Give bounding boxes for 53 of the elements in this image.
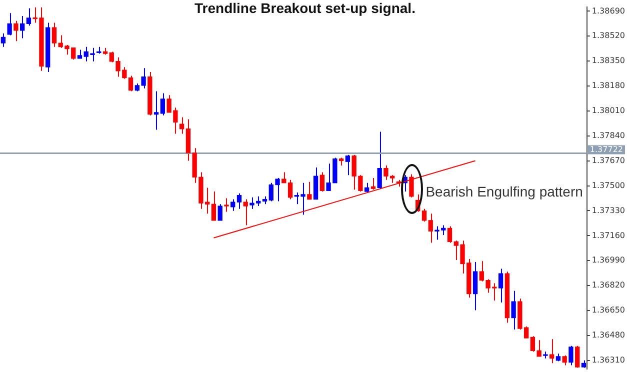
candlestick: [472, 261, 478, 311]
y-tick-label: 1.38180: [592, 81, 626, 90]
candlestick: [20, 16, 25, 39]
y-tick-label: 1.36990: [592, 256, 626, 265]
candlestick: [282, 172, 286, 184]
candlestick: [230, 198, 236, 212]
candlestick: [575, 345, 580, 368]
candlestick: [307, 181, 312, 200]
candlestick: [160, 92, 166, 116]
candlestick: [7, 12, 12, 36]
candlestick: [128, 75, 134, 92]
candlestick: [179, 116, 184, 134]
candlestick: [211, 191, 216, 221]
y-tick-label: 1.37500: [592, 180, 626, 190]
candlestick: [0, 32, 6, 48]
candlestick: [377, 131, 382, 190]
candlestick: [218, 204, 222, 221]
candlestick: [14, 20, 18, 42]
y-tick-label: 1.37160: [592, 230, 626, 240]
candlestick: [568, 345, 574, 366]
candlestick: [243, 198, 248, 226]
candlestick: [409, 174, 414, 198]
y-tick-label: 1.36650: [592, 306, 626, 315]
y-tick-label: 1.38520: [592, 31, 626, 40]
y-tick-label: 1.37840: [592, 130, 626, 140]
ref-line-label: 1.37722: [590, 144, 624, 154]
candlestick: [422, 208, 427, 222]
y-tick-label: 1.38690: [592, 6, 626, 16]
candlestick: [345, 154, 350, 176]
candlestick: [236, 192, 242, 210]
y-tick-label: 1.36820: [592, 280, 626, 290]
y-tick-label: 1.38350: [592, 56, 626, 66]
candlestick: [550, 338, 554, 364]
candlestick: [320, 172, 324, 192]
candlestick: [428, 213, 433, 244]
candlestick: [288, 179, 293, 200]
candlestick: [313, 166, 318, 200]
candlestick: [154, 90, 159, 130]
candlestick: [224, 198, 229, 212]
y-tick-label: 1.38010: [592, 106, 626, 116]
candlestick: [511, 290, 516, 330]
y-tick-label: 1.36310: [592, 355, 626, 364]
candlestick: [498, 268, 504, 303]
candlestick: [370, 178, 376, 190]
y-tick-label: 1.36480: [592, 330, 626, 340]
annotation: Bearish Engulfing pattern: [426, 184, 583, 200]
chart-title: Trendline Breakout set-up signal.: [194, 0, 416, 16]
candlestick: [562, 355, 567, 366]
y-tick-label: 1.37330: [592, 206, 626, 215]
candlestick: [26, 8, 32, 26]
candlestick: [52, 22, 57, 48]
y-tick-label: 1.37670: [592, 156, 626, 165]
candlestick: [447, 226, 452, 244]
